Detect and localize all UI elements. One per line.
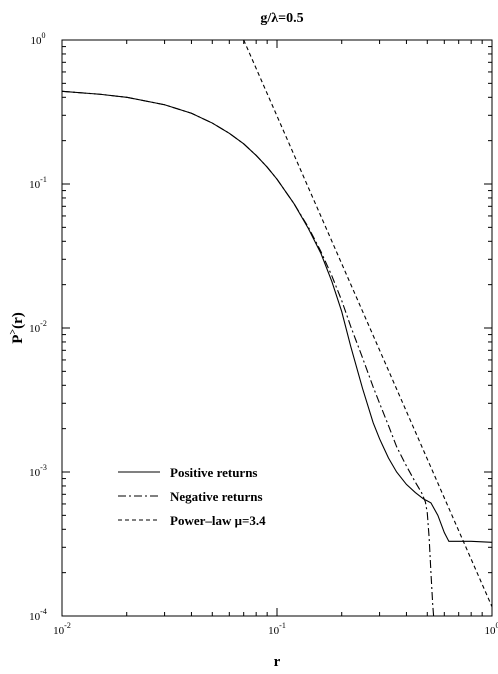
chart-title: g/λ=0.5 <box>260 11 303 26</box>
y-tick-label: 10-3 <box>29 463 47 479</box>
x-tick-label: 100 <box>485 621 498 637</box>
y-tick-label: 100 <box>31 31 46 47</box>
series-line-3 <box>243 40 492 607</box>
legend: Positive returns Negative returns Power–la… <box>118 465 266 528</box>
y-tick-label: 10-1 <box>29 175 47 191</box>
plot-frame <box>61 39 493 617</box>
y-tick-label: 10-2 <box>29 319 47 335</box>
legend-label-2: Negative returns <box>170 489 263 504</box>
x-tick-label: 10-2 <box>53 621 71 637</box>
y-tick-label: 10-4 <box>29 607 47 623</box>
legend-label-3: Power–law μ=3.4 <box>170 513 266 528</box>
y-axis-label: P>(r) <box>8 312 26 344</box>
legend-label-1: Positive returns <box>170 465 258 480</box>
series-line-1 <box>62 90 492 543</box>
series-line-2 <box>62 90 435 616</box>
x-axis-label: r <box>274 654 281 670</box>
tick-labels: 10-2 10-1 100 100 10-1 10-2 10-3 10-4 <box>29 31 498 637</box>
x-tick-label: 10-1 <box>268 621 286 637</box>
axis-ticks <box>61 39 493 617</box>
series-lines <box>62 40 492 616</box>
